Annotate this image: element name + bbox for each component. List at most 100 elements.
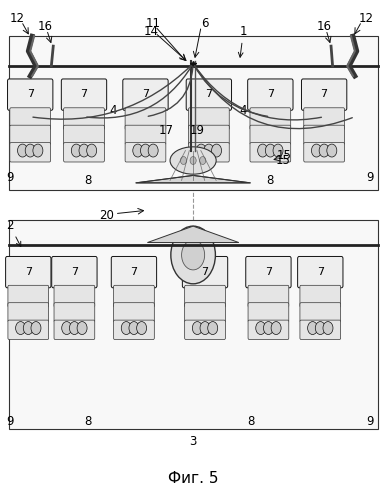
Text: 7: 7 [27, 90, 34, 100]
Circle shape [140, 144, 151, 157]
Text: 7: 7 [142, 90, 149, 100]
Text: 7: 7 [130, 267, 137, 277]
FancyBboxPatch shape [185, 286, 225, 307]
Circle shape [129, 322, 139, 334]
FancyBboxPatch shape [182, 256, 228, 288]
Circle shape [204, 144, 214, 157]
Text: 8: 8 [84, 415, 92, 428]
FancyBboxPatch shape [300, 302, 341, 322]
FancyBboxPatch shape [10, 142, 51, 162]
FancyBboxPatch shape [7, 79, 53, 110]
FancyBboxPatch shape [113, 286, 154, 307]
FancyBboxPatch shape [304, 142, 344, 162]
Text: 2: 2 [6, 218, 21, 246]
Text: 9: 9 [366, 172, 374, 184]
Circle shape [71, 144, 81, 157]
Text: 15: 15 [276, 154, 291, 167]
FancyBboxPatch shape [250, 142, 291, 162]
FancyBboxPatch shape [185, 320, 225, 340]
Circle shape [33, 144, 43, 157]
Circle shape [133, 144, 143, 157]
Circle shape [15, 322, 26, 334]
Circle shape [256, 322, 266, 334]
Text: 3: 3 [189, 435, 197, 448]
Text: 8: 8 [267, 174, 274, 187]
Bar [9, 36, 378, 190]
FancyBboxPatch shape [61, 79, 107, 110]
Text: 7: 7 [80, 90, 87, 100]
Circle shape [323, 322, 333, 334]
FancyBboxPatch shape [301, 79, 347, 110]
Circle shape [200, 156, 206, 164]
FancyBboxPatch shape [52, 256, 97, 288]
Circle shape [182, 240, 205, 270]
FancyBboxPatch shape [63, 142, 104, 162]
Circle shape [171, 226, 216, 284]
Circle shape [192, 322, 202, 334]
Circle shape [79, 144, 89, 157]
Circle shape [212, 144, 221, 157]
FancyBboxPatch shape [10, 108, 51, 130]
Circle shape [137, 322, 147, 334]
Circle shape [31, 322, 41, 334]
Circle shape [180, 156, 187, 164]
Circle shape [258, 144, 268, 157]
FancyBboxPatch shape [250, 108, 291, 130]
Circle shape [148, 144, 158, 157]
Text: 7: 7 [320, 90, 328, 100]
Text: 4: 4 [109, 104, 116, 118]
Text: 7: 7 [71, 267, 78, 277]
FancyBboxPatch shape [113, 302, 154, 322]
Circle shape [121, 322, 131, 334]
FancyBboxPatch shape [6, 256, 51, 288]
Circle shape [62, 322, 72, 334]
Circle shape [208, 322, 218, 334]
FancyBboxPatch shape [188, 125, 229, 144]
Circle shape [190, 156, 196, 164]
Circle shape [17, 144, 27, 157]
Text: 19: 19 [190, 124, 205, 137]
Text: 7: 7 [265, 267, 272, 277]
FancyBboxPatch shape [54, 302, 95, 322]
Bar [9, 220, 378, 429]
FancyBboxPatch shape [54, 320, 95, 340]
Text: 8: 8 [247, 415, 255, 428]
Text: 15: 15 [276, 149, 291, 162]
Text: 7: 7 [202, 267, 209, 277]
FancyBboxPatch shape [113, 320, 154, 340]
FancyBboxPatch shape [300, 286, 341, 307]
FancyBboxPatch shape [188, 142, 229, 162]
Circle shape [77, 322, 87, 334]
FancyBboxPatch shape [186, 79, 231, 110]
Text: 8: 8 [84, 174, 92, 187]
Text: 7: 7 [267, 90, 274, 100]
Circle shape [23, 322, 33, 334]
FancyBboxPatch shape [248, 302, 289, 322]
FancyBboxPatch shape [248, 286, 289, 307]
Text: 14: 14 [144, 24, 159, 38]
Text: 6: 6 [201, 18, 209, 30]
Circle shape [319, 144, 329, 157]
FancyBboxPatch shape [304, 108, 344, 130]
Polygon shape [136, 176, 250, 183]
Circle shape [265, 144, 275, 157]
Text: 4: 4 [240, 104, 247, 118]
FancyBboxPatch shape [8, 286, 49, 307]
FancyBboxPatch shape [63, 108, 104, 130]
FancyBboxPatch shape [188, 108, 229, 130]
Circle shape [271, 322, 281, 334]
Circle shape [312, 144, 322, 157]
FancyBboxPatch shape [250, 125, 291, 144]
Circle shape [273, 144, 283, 157]
FancyBboxPatch shape [185, 302, 225, 322]
Circle shape [308, 322, 318, 334]
Text: 1: 1 [238, 24, 247, 57]
FancyBboxPatch shape [248, 320, 289, 340]
FancyBboxPatch shape [246, 256, 291, 288]
Text: 16: 16 [317, 20, 332, 33]
FancyBboxPatch shape [125, 125, 166, 144]
FancyBboxPatch shape [8, 320, 49, 340]
FancyBboxPatch shape [123, 79, 168, 110]
Text: 9: 9 [366, 415, 374, 428]
Text: 7: 7 [205, 90, 212, 100]
